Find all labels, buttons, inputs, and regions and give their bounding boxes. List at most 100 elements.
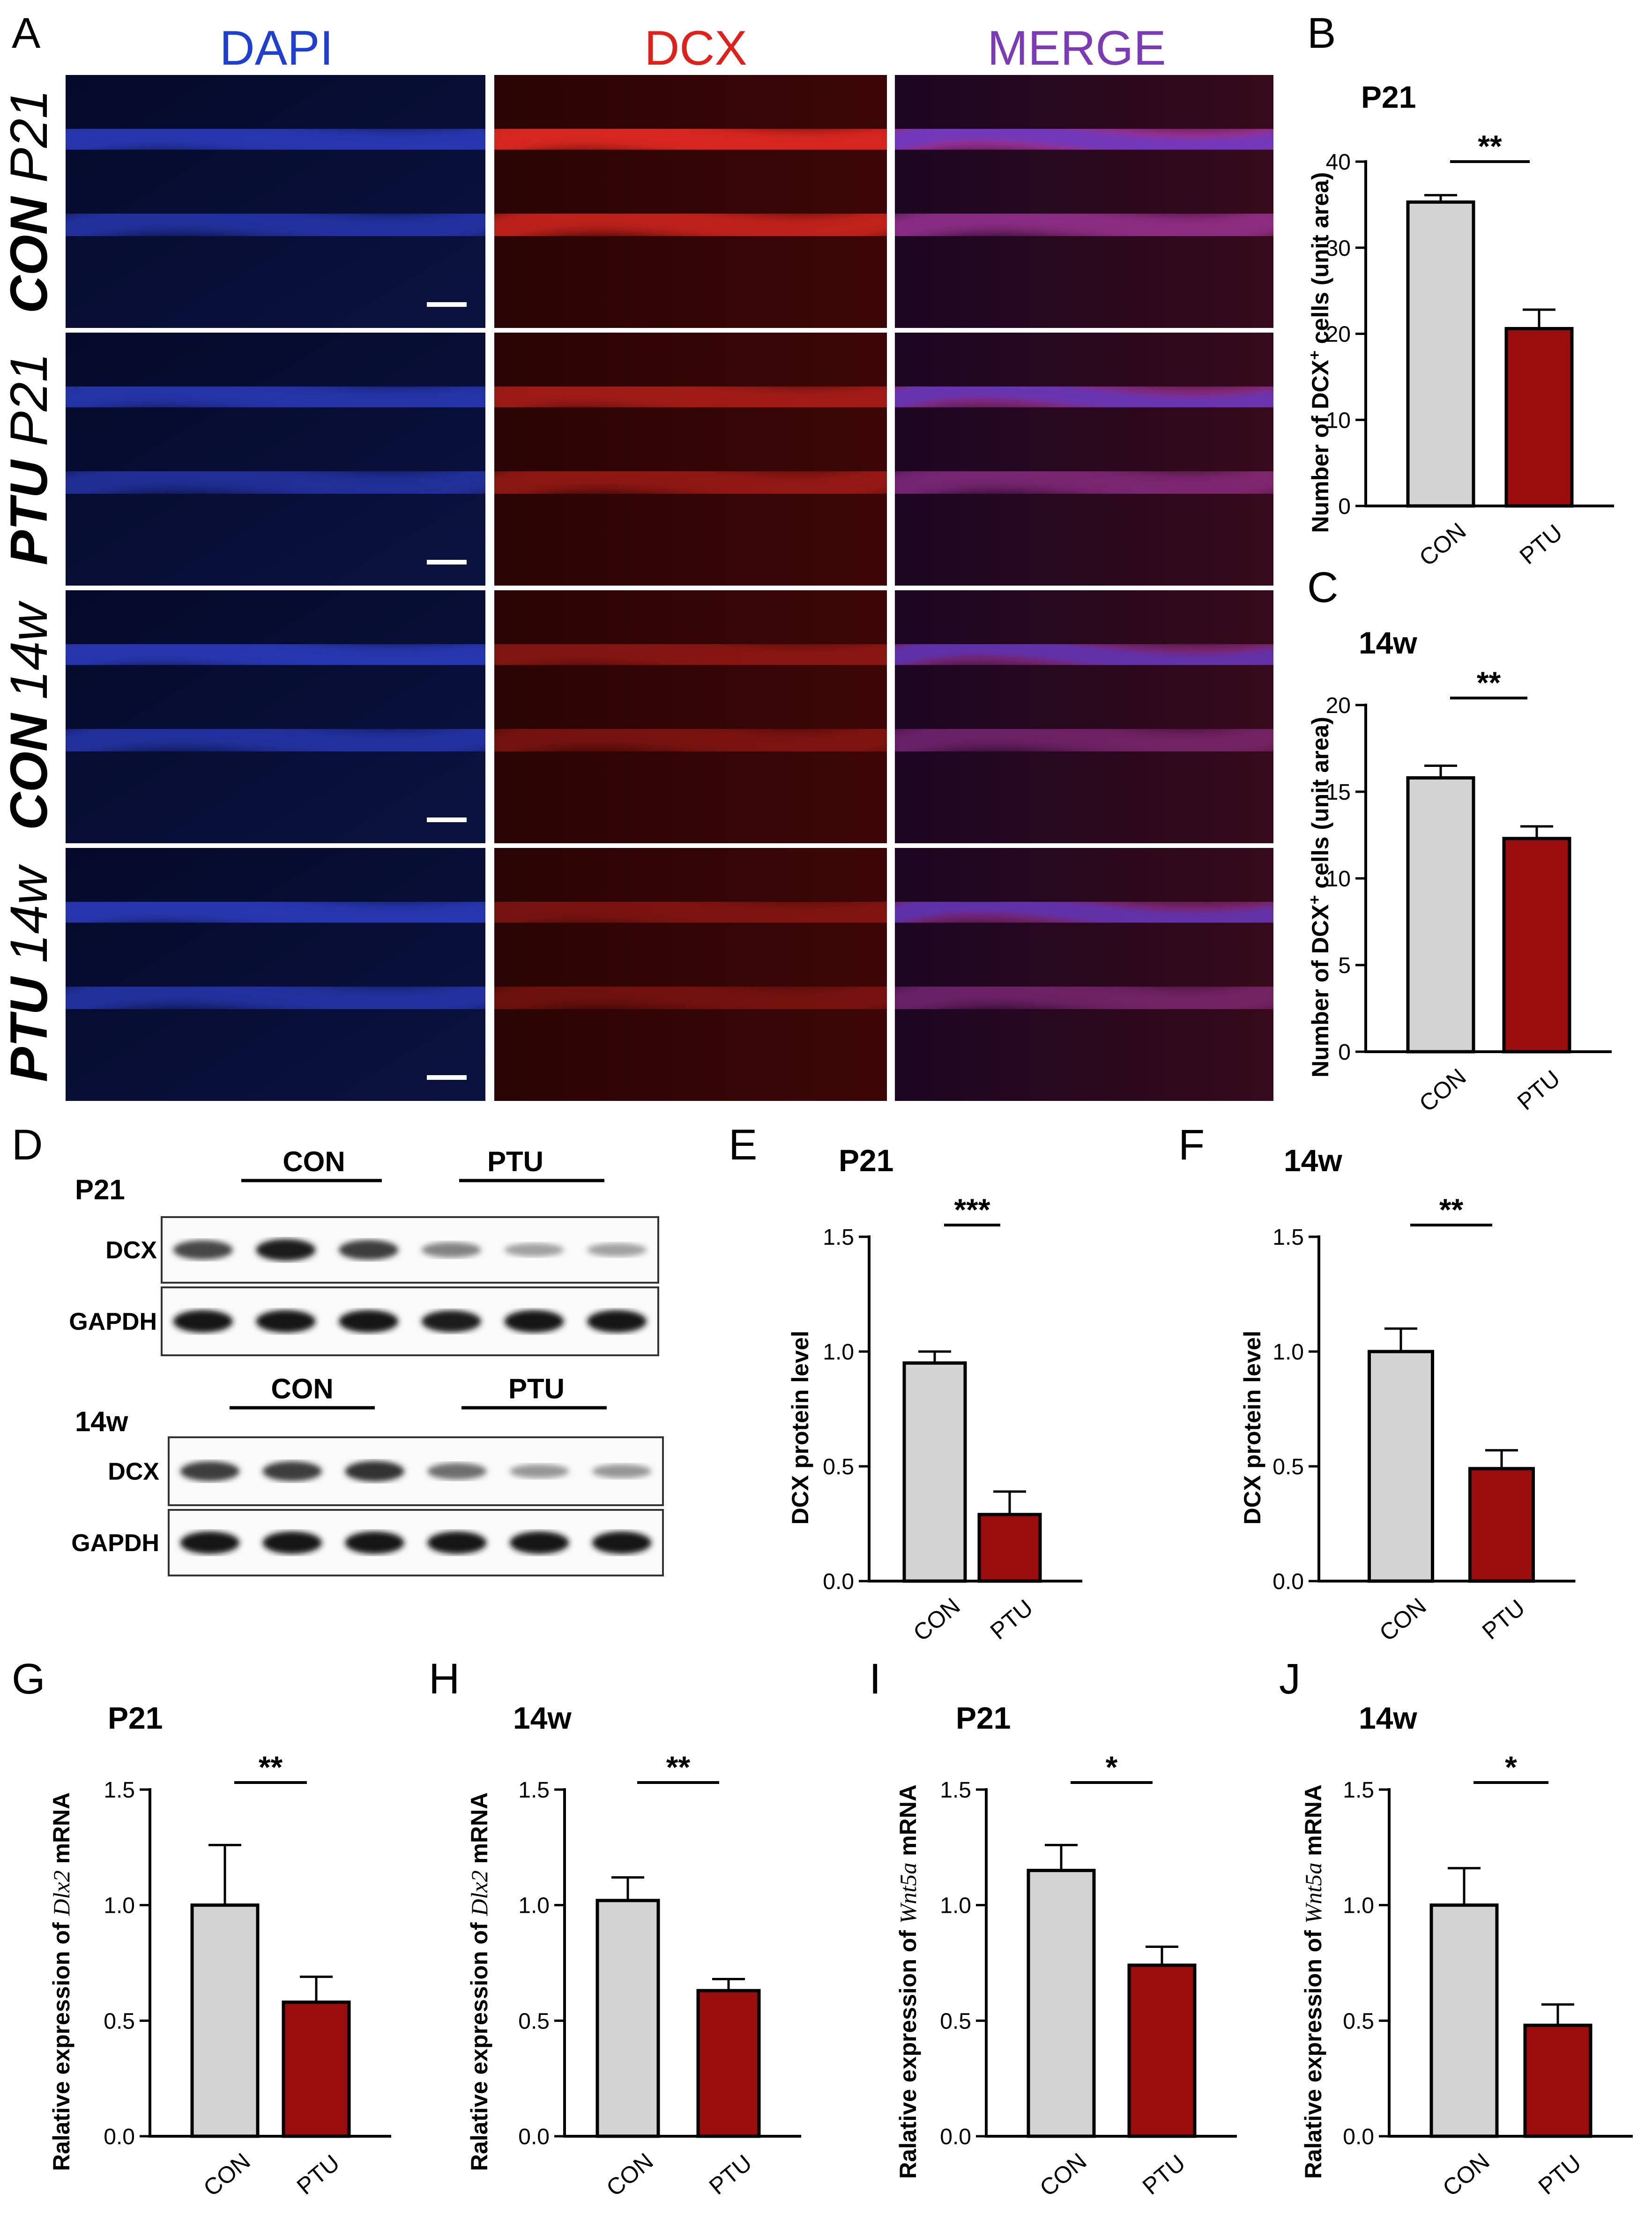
blot-band xyxy=(504,1243,564,1257)
blot-band xyxy=(592,1464,652,1479)
blot-row-label-gapdh: GAPDH xyxy=(69,1308,157,1336)
x-tick-label: CON xyxy=(1414,1063,1471,1117)
blot-row-label-dcx: DCX xyxy=(105,1237,157,1264)
chart-j: 14w 0.0 0.5 1.0 1.5 CON PTU * Ralative expressio… xyxy=(1300,1701,1633,2201)
y-tick-label: 0.0 xyxy=(823,1569,854,1594)
y-tick-label: 0 xyxy=(1338,494,1351,519)
bar-ptu xyxy=(282,2000,351,2138)
significance-stars: *** xyxy=(954,1192,990,1227)
blot-band xyxy=(256,1239,316,1261)
blot-block-14w: 14w CON PTU DCX GAPDH xyxy=(71,1373,664,1576)
chart-title: P21 xyxy=(1361,80,1416,114)
significance-stars: * xyxy=(1505,1750,1517,1784)
header-dcx: DCX xyxy=(644,21,747,75)
y-tick-label: 1.5 xyxy=(104,1778,135,1803)
blot-band xyxy=(345,1531,404,1554)
significance-stars: * xyxy=(1106,1750,1118,1784)
y-tick-label: 1.0 xyxy=(1272,1340,1304,1365)
blot-time-label: 14w xyxy=(75,1406,128,1437)
micrograph-dcx-p21-ptu xyxy=(494,333,887,586)
y-tick-label: 1.5 xyxy=(823,1225,854,1250)
y-tick-label: 30 xyxy=(1326,236,1351,261)
chart-title: 14w xyxy=(513,1701,572,1735)
x-tick-label: PTU xyxy=(1533,2149,1586,2199)
y-tick-label: 5 xyxy=(1338,953,1351,978)
y-axis-label: Number of DCX+ cells (unit area) xyxy=(1306,717,1333,1077)
significance-stars: ** xyxy=(1477,665,1501,700)
y-tick-label: 15 xyxy=(1326,780,1351,805)
micrograph-dcx-14w-ptu xyxy=(494,848,887,1101)
bar-ptu xyxy=(1502,837,1571,1054)
significance-stars: ** xyxy=(259,1750,283,1784)
y-tick-label: 0.0 xyxy=(518,2125,550,2149)
y-axis-label: Ralative expression of Dlx2 mRNA xyxy=(466,1792,492,2171)
y-axis-label: DCX protein level xyxy=(787,1331,813,1525)
y-tick-label: 1.0 xyxy=(1343,1894,1374,1918)
chart-title: 14w xyxy=(1284,1143,1342,1178)
panel-letter-c: C xyxy=(1307,564,1338,611)
y-tick-label: 1.0 xyxy=(823,1340,854,1365)
y-tick-label: 0.5 xyxy=(823,1455,854,1479)
bar-con xyxy=(1027,1869,1096,2138)
x-tick-label: CON xyxy=(1438,2148,1495,2201)
bar-con xyxy=(902,1361,967,1583)
blot-band xyxy=(256,1310,316,1333)
y-tick-label: 0.5 xyxy=(518,2009,550,2034)
blot-band xyxy=(345,1461,404,1482)
significance-stars: ** xyxy=(666,1750,691,1784)
chart-h: 14w 0.0 0.5 1.0 1.5 CON PTU ** Ralative expressi… xyxy=(466,1701,801,2201)
y-axis-label: Ralative expression of Dlx2 mRNA xyxy=(48,1792,74,2171)
panel-letter-j: J xyxy=(1279,1655,1301,1703)
y-tick-label: 0.5 xyxy=(940,2009,971,2034)
blot-membrane-dcx xyxy=(168,1436,664,1506)
bar-con xyxy=(1406,776,1475,1054)
bar-con xyxy=(595,1899,660,2138)
blot-band xyxy=(592,1531,652,1554)
panel-letter-f: F xyxy=(1178,1121,1205,1169)
bar-con xyxy=(190,1903,260,2138)
y-tick-label: 1.0 xyxy=(104,1894,135,1918)
row-label-14w-ptu: PTU14w xyxy=(0,864,58,1082)
blot-group-con: CON xyxy=(283,1146,345,1177)
y-axis-label: Ralative expression of Wnt5a mRNA xyxy=(895,1784,921,2179)
x-tick-label: PTU xyxy=(292,2149,345,2199)
x-tick-label: PTU xyxy=(1477,1594,1530,1644)
y-tick-label: 0.0 xyxy=(1272,1569,1304,1594)
blot-band xyxy=(587,1243,647,1257)
bar-con xyxy=(1406,200,1475,508)
bar-ptu xyxy=(977,1513,1042,1583)
y-tick-label: 20 xyxy=(1326,322,1351,347)
row-label-p21-ptu: PTUP21 xyxy=(0,353,58,565)
blot-time-label: P21 xyxy=(75,1174,125,1205)
blot-group-ptu: PTU xyxy=(508,1373,565,1404)
chart-i: P21 0.0 0.5 1.0 1.5 CON PTU * Ralative expressio… xyxy=(895,1701,1237,2201)
x-tick-label: CON xyxy=(1035,2148,1092,2201)
chart-title: 14w xyxy=(1359,625,1417,660)
bar-con xyxy=(1429,1903,1499,2138)
row-label-14w-con: CON14w xyxy=(0,601,58,830)
x-tick-label: CON xyxy=(199,2148,255,2201)
y-tick-label: 1.5 xyxy=(518,1778,550,1803)
micrograph-merge-14w-ptu xyxy=(895,848,1273,1101)
y-tick-label: 0.5 xyxy=(1343,2009,1374,2034)
y-tick-label: 0.0 xyxy=(104,2125,135,2149)
chart-g: P21 0.0 0.5 1.0 1.5 CON PTU ** Ralative expressi… xyxy=(48,1701,391,2201)
x-tick-label: PTU xyxy=(1512,1065,1565,1115)
chart-b: P21 0 10 20 30 40 CON PTU ** Number of DCX+ cells… xyxy=(1306,80,1614,571)
y-tick-label: 40 xyxy=(1326,150,1351,175)
header-merge: MERGE xyxy=(987,21,1166,75)
blot-group-con: CON xyxy=(271,1373,333,1404)
micrograph-dapi-14w-con xyxy=(66,590,485,843)
chart-title: P21 xyxy=(839,1143,893,1178)
blot-block-p21: P21 CON PTU DCX GAPDH xyxy=(69,1146,659,1356)
y-axis-label: Number of DCX+ cells (unit area) xyxy=(1306,172,1333,533)
blot-band xyxy=(504,1310,564,1333)
chart-e: P21 0.0 0.5 1.0 1.5 CON PTU *** DCX protein leve… xyxy=(787,1143,1082,1646)
y-tick-label: 0.0 xyxy=(1343,2125,1374,2149)
y-tick-label: 1.0 xyxy=(940,1894,971,1918)
micrograph-dcx-14w-con xyxy=(494,590,887,843)
micrograph-dapi-p21-con xyxy=(66,75,485,328)
blot-band xyxy=(587,1310,647,1333)
blot-membrane-gapdh xyxy=(168,1509,664,1576)
